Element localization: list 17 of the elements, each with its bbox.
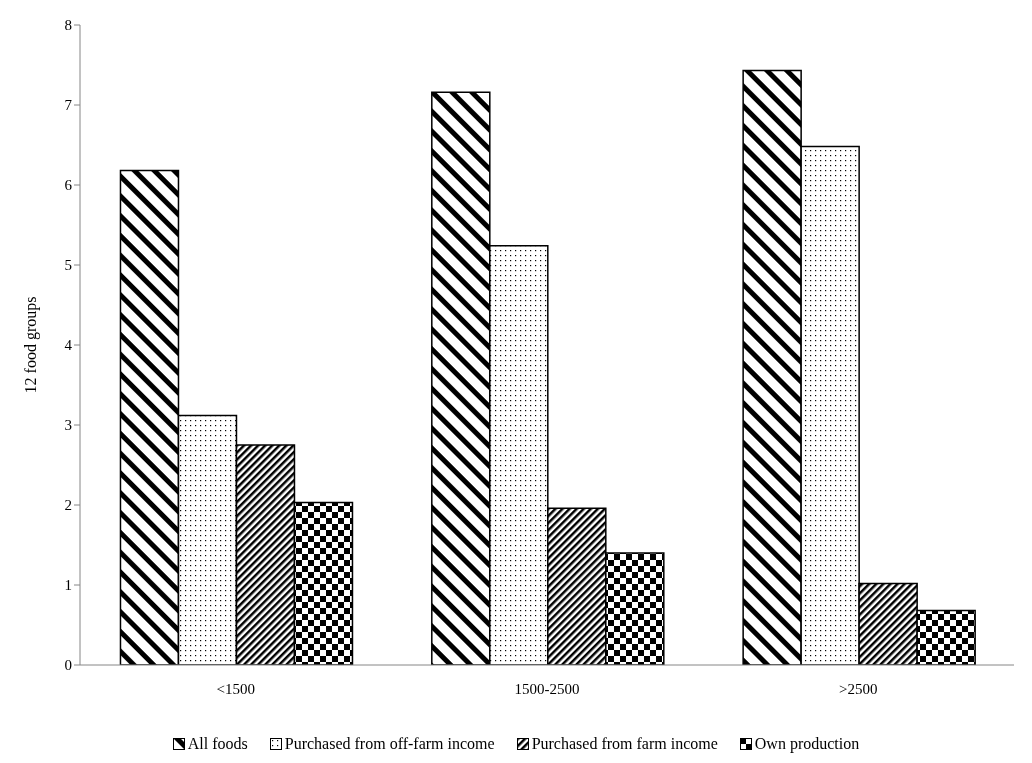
x-tick-label: <1500	[216, 680, 255, 697]
x-tick-label: >2500	[839, 680, 878, 697]
x-tick-label: 1500-2500	[514, 680, 580, 697]
y-tick-label: 0	[64, 657, 72, 674]
y-tick-label: 6	[64, 177, 73, 194]
legend-label: Purchased from farm income	[531, 735, 718, 753]
legend-label: Purchased from off-farm income	[284, 735, 495, 753]
y-tick-label: 4	[64, 337, 73, 354]
y-axis-title: 12 food groups	[21, 296, 40, 394]
y-tick-label: 3	[64, 417, 72, 434]
y-tick-label: 7	[64, 97, 73, 114]
y-tick-label: 8	[64, 17, 72, 34]
y-tick-label: 2	[64, 497, 72, 514]
y-tick-label: 5	[64, 257, 72, 274]
legend-label: Own production	[754, 735, 860, 753]
legend-label: All foods	[187, 735, 248, 753]
y-tick-label: 1	[64, 577, 72, 594]
